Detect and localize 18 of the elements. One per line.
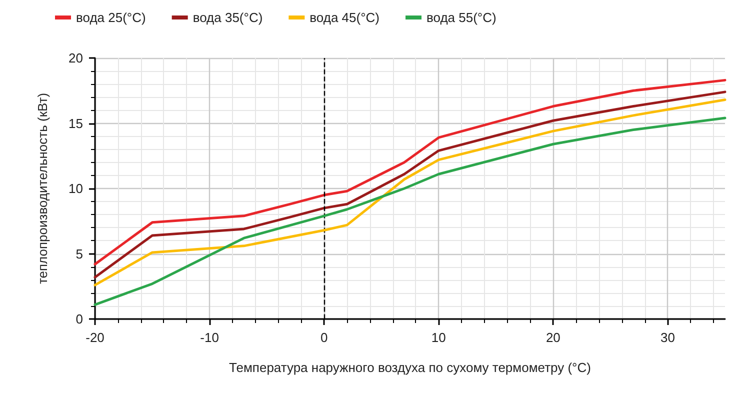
x-tick-label: -10 <box>200 330 219 345</box>
x-axis-title: Температура наружного воздуха по сухому термометру (°C) <box>229 360 591 375</box>
legend-label: вода 35(°C) <box>192 10 263 25</box>
y-tick-label: 0 <box>76 312 83 326</box>
y-tick-label: 10 <box>68 181 83 196</box>
x-tick-label: 20 <box>546 330 560 345</box>
y-axis-title: теплопроизводительность (кВт) <box>35 92 50 284</box>
x-tick-label: 30 <box>660 330 675 345</box>
x-tick-label: -20 <box>86 330 104 345</box>
y-tick-label: 5 <box>76 246 83 262</box>
x-tick-label: 0 <box>320 330 328 345</box>
y-tick-label: 15 <box>68 116 83 131</box>
y-tick-label: 20 <box>68 50 83 66</box>
line-series <box>94 116 726 306</box>
legend-label: вода 55(°C) <box>426 10 496 25</box>
legend-label: вода 45(°C) <box>310 10 380 25</box>
legend-label: вода 25(°C) <box>76 10 146 25</box>
x-tick-label: 10 <box>431 330 446 345</box>
